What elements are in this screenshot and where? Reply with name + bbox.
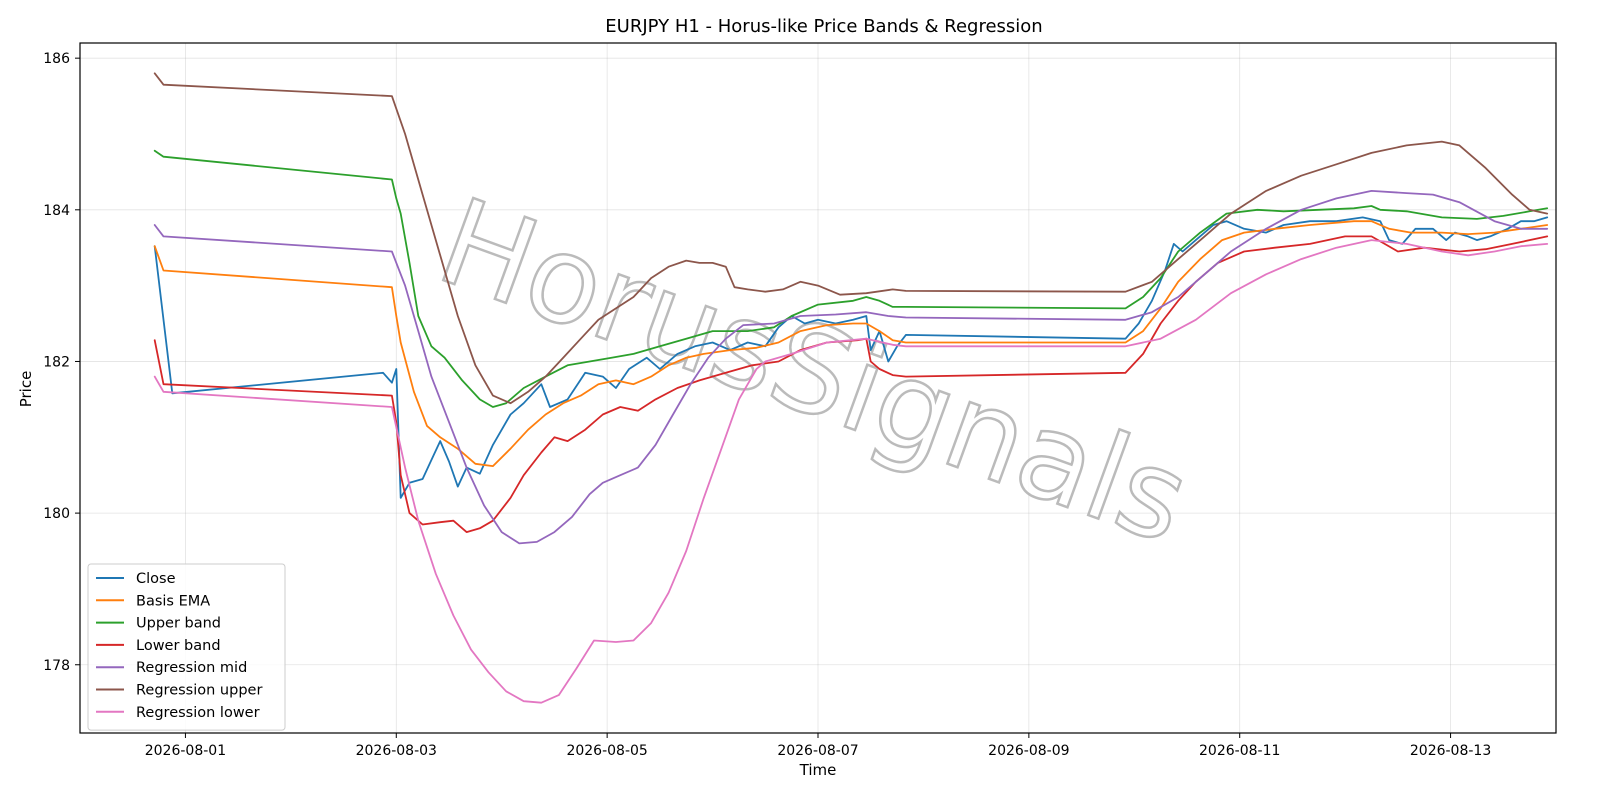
legend: Close Basis EMA Upper band Lower band Regres… [87,563,286,731]
legend-label: Upper band [136,616,221,632]
legend-box [87,563,286,731]
legend-label: Close [136,571,176,587]
y-tick-label: 180 [43,506,70,522]
x-tick-label: 2026-08-07 [777,743,858,759]
series-line-regression-lower [153,239,1549,704]
x-tick-label: 2026-08-01 [145,743,226,759]
legend-label: Regression lower [136,705,260,721]
legend-label: Regression mid [136,660,247,676]
series-line-regression-mid [153,189,1549,545]
y-tick-label: 182 [43,354,70,370]
x-tick-label: 2026-08-03 [356,743,437,759]
chart-title: EURJPY H1 - Horus-like Price Bands & Reg… [605,16,1042,37]
y-axis-label: Price [17,371,35,408]
series-line-regression-upper [153,72,1549,405]
series-line-basis-ema [153,220,1549,468]
legend-label: Regression upper [136,683,262,699]
series-line-upper-band [153,149,1549,408]
legend-label: Basis EMA [136,593,210,609]
y-tick-label: 186 [43,51,70,67]
y-tick-label: 178 [43,658,70,674]
x-tick-label: 2026-08-11 [1199,743,1280,759]
x-tick-label: 2026-08-09 [988,743,1069,759]
series-lines [153,72,1549,704]
series-line-lower-band [153,235,1549,533]
x-tick-label: 2026-08-13 [1410,743,1491,759]
x-axis-label: Time [799,761,837,779]
y-tick-label: 184 [43,203,70,219]
axis-ticks: 2026-08-01 2026-08-03 2026-08-05 2026-08-07… [43,51,1491,759]
legend-label: Lower band [136,638,221,654]
x-tick-label: 2026-08-05 [566,743,647,759]
